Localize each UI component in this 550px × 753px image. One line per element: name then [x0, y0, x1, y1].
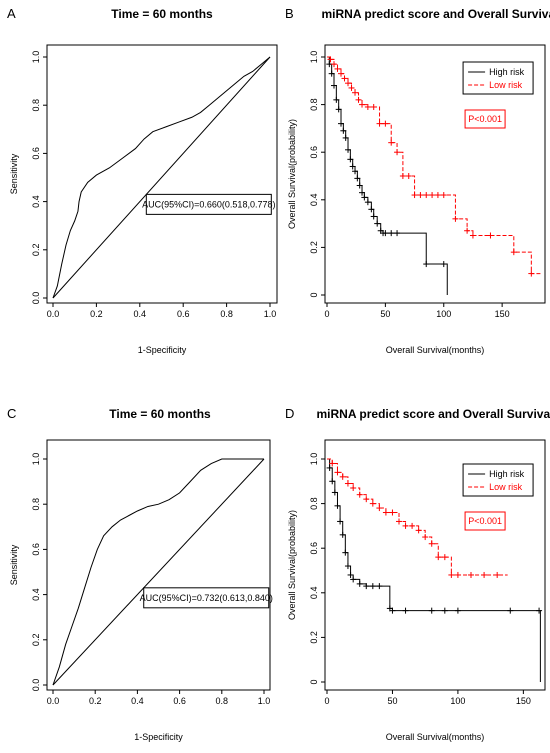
y-tick-label: 1.0 — [309, 453, 319, 466]
y-tick-label: 1.0 — [31, 51, 41, 64]
x-tick-label: 0.2 — [90, 309, 103, 319]
series-line — [52, 56, 271, 299]
chart-title: Time = 60 months — [111, 7, 213, 21]
x-tick-label: 0.4 — [134, 309, 147, 319]
x-tick-label: 0.6 — [173, 696, 186, 706]
y-tick-label: 0.8 — [31, 498, 41, 511]
y-tick-label: 0.4 — [309, 587, 319, 600]
legend-label: Low risk — [489, 482, 523, 492]
plot-frame — [46, 44, 278, 304]
x-axis-label: Overall Survival(months) — [386, 345, 485, 355]
x-tick-label: 0 — [324, 309, 329, 319]
x-tick-label: 0.8 — [220, 309, 233, 319]
legend-label: Low risk — [489, 80, 523, 90]
x-tick-label: 150 — [495, 309, 510, 319]
panel-letter: D — [285, 406, 294, 421]
series-line — [52, 458, 264, 686]
x-tick-label: 150 — [516, 696, 531, 706]
chart-title: Time = 60 months — [109, 407, 211, 421]
pvalue-box — [464, 109, 506, 129]
auc-text: AUC(95%CI)=0.660(0.518,0.778) — [142, 199, 275, 209]
x-tick-label: 0.4 — [131, 696, 144, 706]
pvalue-text: P<0.001 — [468, 516, 502, 526]
legend-label: High risk — [489, 469, 525, 479]
y-tick-label: 0.0 — [31, 292, 41, 305]
plot-frame — [324, 439, 546, 691]
x-tick-label: 50 — [387, 696, 397, 706]
x-axis-label: 1-Specificity — [138, 345, 187, 355]
x-axis-label: Overall Survival(months) — [386, 732, 485, 742]
x-axis-label: 1-Specificity — [134, 732, 183, 742]
legend-box — [462, 61, 534, 95]
series-line — [52, 56, 271, 299]
x-tick-label: 100 — [436, 309, 451, 319]
y-axis-label: Sensitivity — [9, 544, 19, 585]
series-line-low-risk — [327, 458, 508, 576]
panel-letter: B — [285, 6, 294, 21]
x-tick-label: 0.0 — [47, 309, 60, 319]
y-tick-label: 0.4 — [31, 195, 41, 208]
y-tick-label: 0 — [309, 679, 319, 684]
panel-letter: C — [7, 406, 16, 421]
plot-frame — [324, 44, 546, 304]
y-tick-label: 0.4 — [309, 194, 319, 207]
y-tick-label: 1.0 — [31, 453, 41, 466]
x-tick-label: 50 — [380, 309, 390, 319]
auc-box — [145, 193, 272, 215]
panel-c: C Time = 60 months 0.0 0.2 0.4 0.6 0.8 1.0 0.0 0.… — [7, 406, 273, 742]
y-tick-label: 0.6 — [309, 146, 319, 159]
y-tick-label: 0.6 — [309, 542, 319, 555]
y-tick-label: 0.2 — [31, 244, 41, 257]
y-tick-label: 0.2 — [309, 631, 319, 644]
y-tick-label: 1.0 — [309, 51, 319, 64]
x-tick-label: 0.2 — [89, 696, 102, 706]
legend-label: High risk — [489, 67, 525, 77]
x-tick-label: 1.0 — [258, 696, 271, 706]
plot-frame — [46, 439, 271, 691]
chart-title: miRNA predict score and Overall Survival — [317, 407, 550, 421]
pvalue-text: P<0.001 — [468, 114, 502, 124]
x-tick-label: 0.0 — [47, 696, 60, 706]
series-line — [52, 458, 265, 686]
series-line-high-risk — [327, 56, 448, 295]
y-tick-label: 0.2 — [309, 241, 319, 254]
x-tick-label: 0 — [324, 696, 329, 706]
auc-text: AUC(95%CI)=0.732(0.613,0.840) — [140, 593, 273, 603]
x-tick-label: 1.0 — [264, 309, 277, 319]
y-tick-label: 0.8 — [31, 99, 41, 112]
y-axis-label: Overall Survival(probability) — [287, 119, 297, 229]
legend-box — [462, 463, 534, 497]
y-tick-label: 0.2 — [31, 634, 41, 647]
chart-title: miRNA predict score and Overall Survival — [322, 7, 550, 21]
y-tick-label: 0.4 — [31, 588, 41, 601]
y-tick-label: 0.8 — [309, 98, 319, 111]
y-axis-label: Sensitivity — [9, 153, 19, 194]
panel-a: A Time = 60 months 0.0 0.2 0.4 0.6 0.8 1.0 0.0 0.… — [7, 6, 278, 355]
y-axis-label: Overall Survival(probability) — [287, 510, 297, 620]
x-tick-label: 0.6 — [177, 309, 190, 319]
y-tick-label: 0.0 — [31, 679, 41, 692]
y-tick-label: 0.6 — [31, 543, 41, 556]
auc-box — [143, 587, 270, 609]
x-tick-label: 100 — [450, 696, 465, 706]
y-tick-label: 0.6 — [31, 147, 41, 160]
x-tick-label: 0.8 — [216, 696, 229, 706]
y-tick-label: 0.8 — [309, 497, 319, 510]
pvalue-box — [464, 511, 506, 531]
y-tick-label: 0 — [309, 292, 319, 297]
panel-letter: A — [7, 6, 16, 21]
